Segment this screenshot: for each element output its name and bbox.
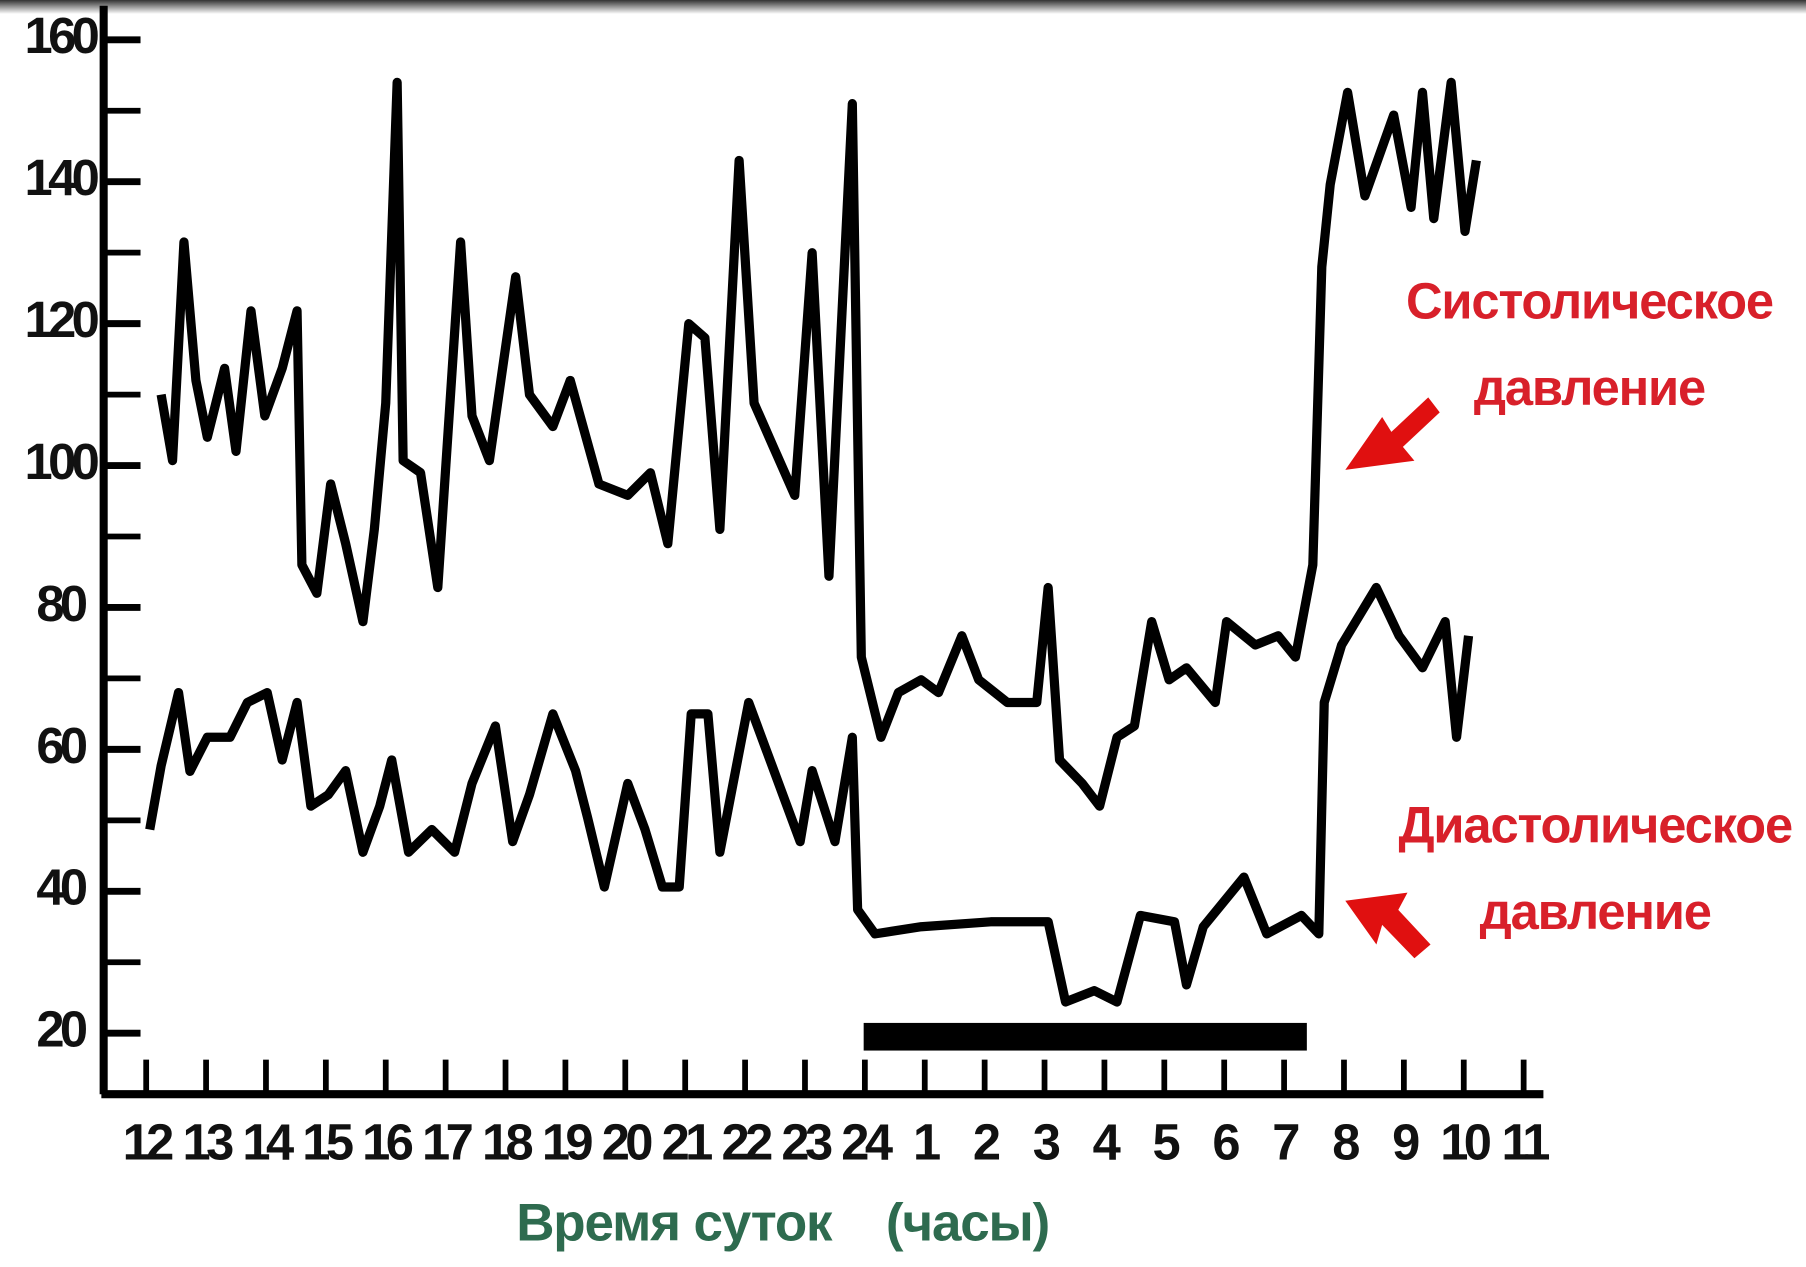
x-tick-label: 2 (973, 1113, 1000, 1170)
y-tick-label: 100 (25, 433, 99, 490)
x-tick-label: 23 (781, 1113, 832, 1170)
x-tick-label: 12 (123, 1113, 174, 1170)
x-tick-label: 22 (722, 1113, 773, 1170)
annotation: давление (1480, 883, 1711, 940)
annotation: Систолическое (1406, 273, 1773, 330)
y-tick-label: 160 (25, 7, 99, 64)
x-tick-label: 6 (1212, 1113, 1239, 1170)
top-border (0, 0, 1806, 14)
y-tick-label: 40 (36, 859, 87, 916)
arrow-diastolic (1345, 892, 1431, 959)
x-tick-label: 17 (422, 1113, 472, 1170)
x-tick-label: 7 (1272, 1113, 1298, 1170)
annotation: давление (1474, 359, 1705, 416)
x-tick-label: 5 (1153, 1113, 1180, 1170)
x-tick-label: 10 (1440, 1113, 1491, 1170)
x-tick-label: 20 (602, 1113, 653, 1170)
x-axis-unit: (часы) (886, 1194, 1049, 1253)
x-tick-label: 3 (1033, 1113, 1060, 1170)
x-tick-label: 9 (1392, 1113, 1419, 1170)
y-tick-label: 60 (36, 717, 87, 774)
x-tick-label: 21 (662, 1113, 713, 1170)
bp-line (145, 582, 1474, 1007)
y-tick-label: 80 (36, 575, 87, 632)
x-axis-label: Время суток (516, 1194, 833, 1253)
plot: Время суток (часы) Систолическое давлени… (25, 5, 1793, 1253)
x-tick-label: 4 (1093, 1113, 1121, 1170)
x-tick-label: 18 (482, 1113, 533, 1170)
x-tick-label: 1 (913, 1113, 940, 1170)
x-tick-label: 16 (362, 1113, 413, 1170)
annotation: Диастолическое (1399, 797, 1792, 854)
x-tick-label: 14 (242, 1113, 294, 1170)
y-tick-label: 140 (25, 149, 99, 206)
x-tick-label: 13 (183, 1113, 234, 1170)
x-tick-label: 11 (1501, 1113, 1549, 1170)
bp-line (156, 77, 1481, 811)
sleep-bar (863, 1022, 1307, 1051)
x-tick-label: 24 (841, 1113, 893, 1170)
x-tick-label: 19 (542, 1113, 593, 1170)
x-tick-label: 8 (1332, 1113, 1359, 1170)
arrow-systolic (1345, 397, 1440, 470)
y-tick-label: 20 (36, 1001, 87, 1058)
y-tick-label: 120 (25, 291, 99, 348)
x-tick-label: 15 (302, 1113, 353, 1170)
